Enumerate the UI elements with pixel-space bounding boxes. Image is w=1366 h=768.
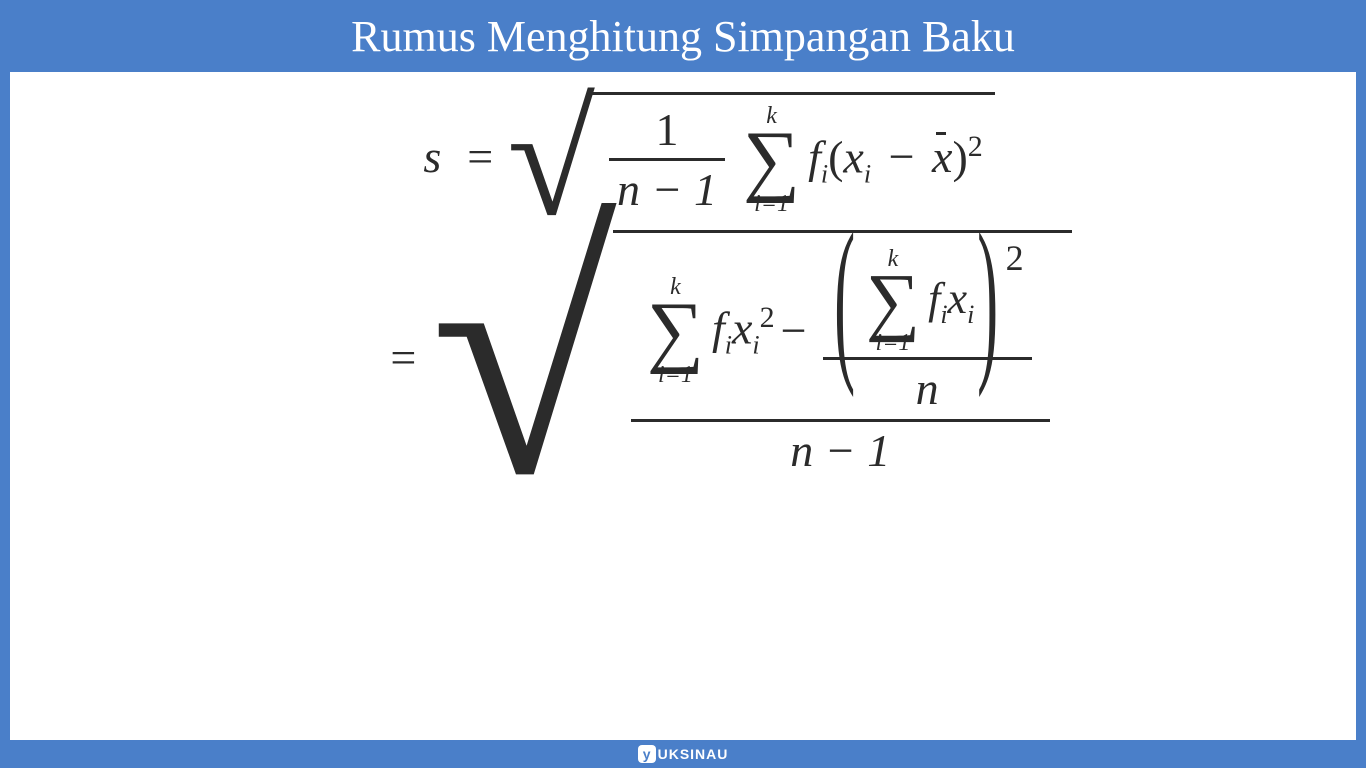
math-area: s = √ 1 n − 1 k ∑ i=1	[10, 72, 1356, 485]
termB-frac: ( k ∑ i=1 fixi	[823, 245, 1032, 418]
outer-frac-den: n − 1	[782, 422, 898, 479]
big-paren-open: (	[834, 210, 855, 392]
header-bar: Rumus Menghitung Simpangan Baku	[0, 0, 1366, 72]
sub-i: i	[821, 159, 828, 188]
sigma-1: k ∑ i=1	[743, 104, 800, 216]
paren-open: (	[828, 131, 843, 182]
sigma-2a: k ∑ i=1	[647, 275, 704, 387]
logo-badge: y	[638, 745, 656, 763]
sub-i-2a: i	[725, 331, 732, 360]
sigma-icon-2b: ∑	[866, 271, 920, 332]
var-f: f	[808, 131, 821, 182]
term-fi-xi-xbar-sq: fi(xi − x)2	[808, 130, 983, 190]
sigma-2b: k ∑ i=1	[866, 247, 920, 356]
content-panel: s = √ 1 n − 1 k ∑ i=1	[10, 72, 1356, 740]
termB-num: ( k ∑ i=1 fixi	[823, 245, 1032, 358]
var-x-2b: x	[948, 274, 968, 323]
sup-2: 2	[968, 130, 983, 163]
logo-text: UKSINAU	[658, 746, 729, 762]
formula-1: s = √ 1 n − 1 k ∑ i=1	[10, 92, 1356, 220]
sigma-lower-2a: i=1	[658, 363, 693, 387]
slide-frame: Rumus Menghitung Simpangan Baku s = √ 1 …	[0, 0, 1366, 768]
radicand-1: 1 n − 1 k ∑ i=1 fi(xi − x)2	[591, 92, 995, 220]
var-x-2a: x	[732, 303, 752, 354]
minus-sign-2: −	[781, 304, 807, 357]
sub-i-2a2: i	[752, 331, 759, 360]
frac-1-over-n-1: 1 n − 1	[609, 101, 725, 218]
outer-frac: k ∑ i=1 fixi2 − (	[631, 243, 1050, 480]
var-f-2b: f	[928, 274, 940, 323]
formula-2: = √ k ∑ i=1 fixi2	[10, 230, 1356, 485]
var-x: x	[843, 131, 863, 182]
sqrt-2: √ k ∑ i=1 fixi2	[430, 230, 1071, 485]
minus-sign: −	[889, 131, 915, 182]
paren-close: )	[952, 131, 967, 182]
frac-den: n − 1	[609, 161, 725, 218]
frac-num: 1	[648, 101, 687, 158]
sub-i-2b: i	[940, 299, 947, 328]
sigma-icon-2a: ∑	[647, 299, 704, 363]
radical-icon-2: √	[430, 230, 617, 485]
sub-i-2b2: i	[967, 299, 974, 328]
sigma-icon: ∑	[743, 128, 800, 192]
var-xbar: x	[932, 130, 952, 183]
term-fi-xi: fixi	[928, 273, 974, 330]
lhs-blank	[294, 331, 364, 384]
outer-frac-num: k ∑ i=1 fixi2 − (	[631, 243, 1050, 420]
radicand-2: k ∑ i=1 fixi2 − (	[613, 230, 1072, 485]
outer-sup-2: 2	[1006, 237, 1024, 279]
sub-i-2: i	[864, 159, 871, 188]
sup-2-2a: 2	[760, 301, 775, 334]
sigma-lower-2b: i=1	[876, 331, 911, 355]
sigma-lower: i=1	[754, 192, 789, 216]
equals-sign-2: =	[390, 331, 416, 384]
var-f-2a: f	[712, 303, 725, 354]
big-paren-close: )	[977, 210, 998, 392]
term-fi-xi2: fixi2	[712, 301, 775, 361]
termB-den-n: n	[908, 360, 947, 417]
footer-bar: y UKSINAU	[0, 740, 1366, 768]
page-title: Rumus Menghitung Simpangan Baku	[351, 11, 1015, 62]
